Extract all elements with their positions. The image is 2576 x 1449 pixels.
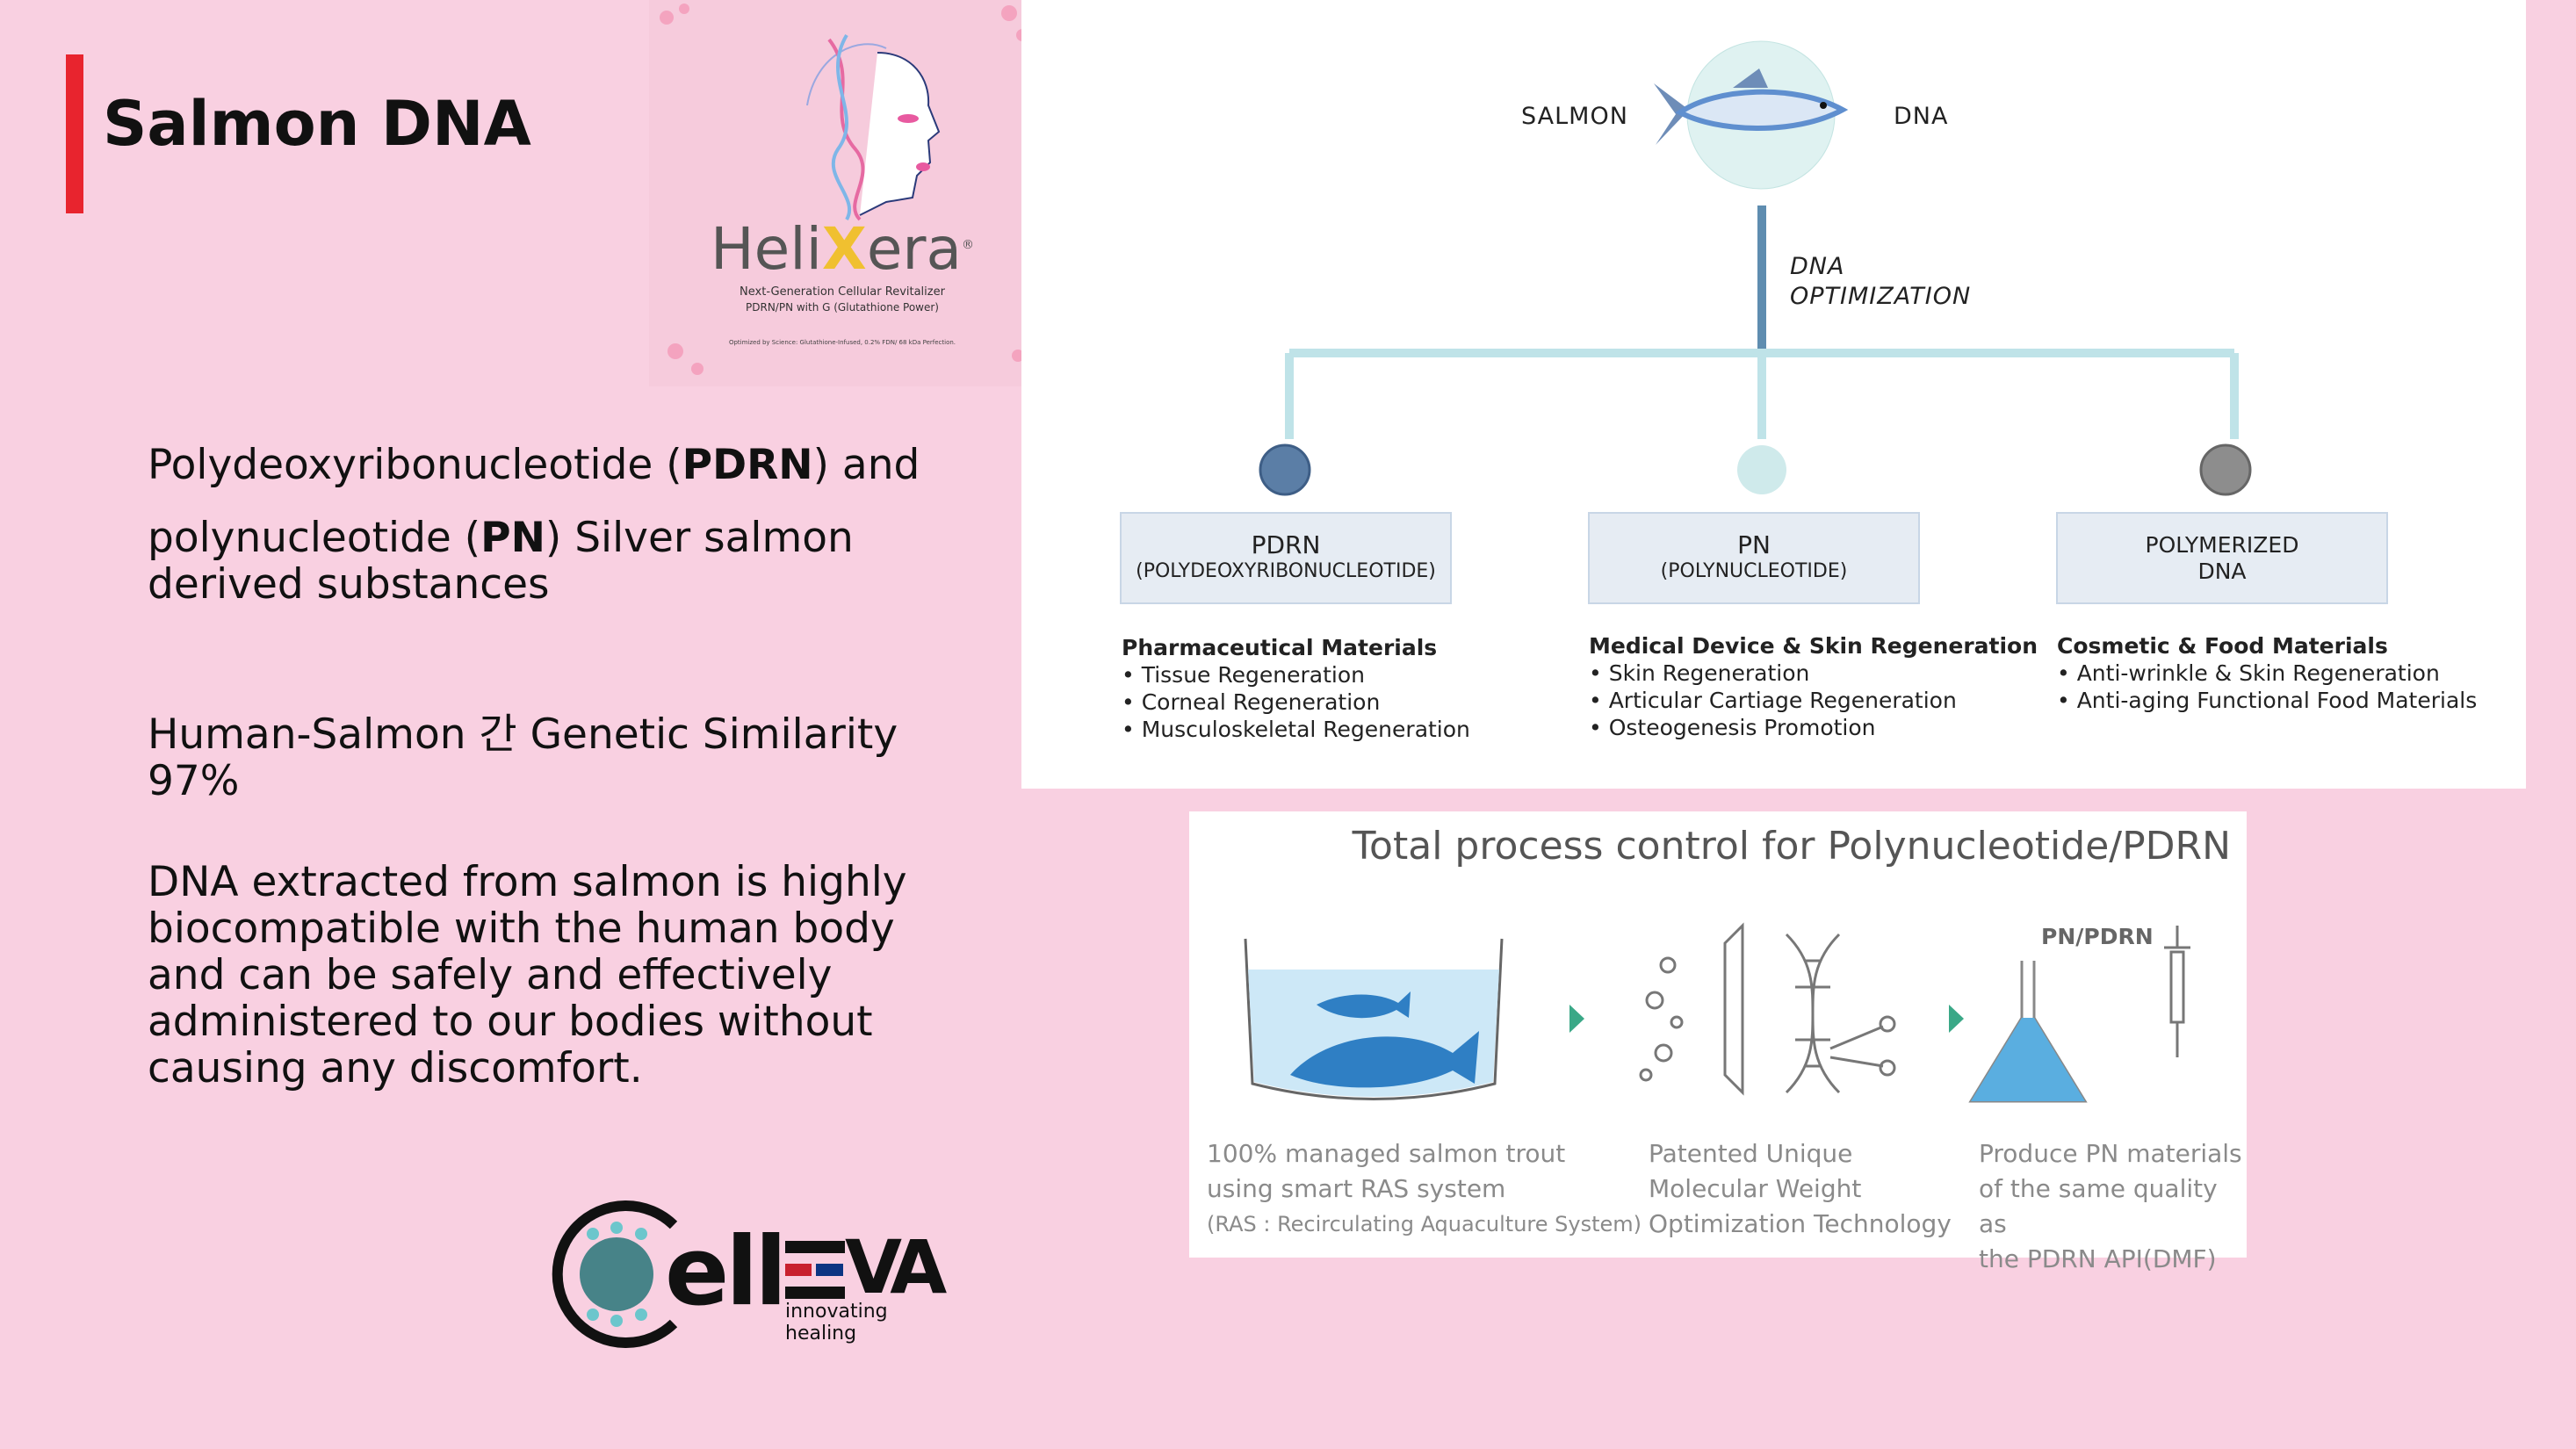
fish-tank-icon xyxy=(1244,938,1504,1100)
text: polynucleotide ( xyxy=(148,514,481,562)
process-graphics xyxy=(1244,922,2190,1103)
helixera-product-image: HeliXera® Next-Generation Cellular Revit… xyxy=(649,0,1035,386)
text: Polydeoxyribonucleotide ( xyxy=(148,441,682,489)
celleva-e-mark xyxy=(785,1241,845,1316)
text: ) and xyxy=(812,441,920,489)
celleva-logo: ell VA innovating healing xyxy=(542,1199,947,1350)
pn-node xyxy=(1737,445,1786,494)
pdrn-uses: Pharmaceutical Materials • Tissue Regene… xyxy=(1122,635,1470,742)
text-bold-pdrn: PDRN xyxy=(682,441,813,489)
flask-label: PN/PDRN xyxy=(2041,924,2154,949)
helixera-subtag: PDRN/PN with G (Glutathione Power) xyxy=(746,301,939,314)
dna-label: DNA xyxy=(1894,103,1949,130)
paragraph-pdrn-pn: Polydeoxyribonucleotide (PDRN) and polyn… xyxy=(148,442,991,608)
celleva-wordmark: ell xyxy=(665,1217,787,1327)
helixera-wordmark: HeliXera® xyxy=(711,215,974,283)
slide-title: Salmon DNA xyxy=(103,88,531,160)
pn-box: PN (POLYNUCLEOTIDE) xyxy=(1588,512,1920,604)
stem-line xyxy=(1757,205,1766,353)
step-caption-3: Produce PN materials of the same quality … xyxy=(1979,1139,2242,1273)
arrow-icon xyxy=(1949,1005,1964,1033)
process-control-panel: Total process control for Polynucleotide… xyxy=(1189,811,2247,1273)
pdrn-box: PDRN (POLYDEOXYRIBONUCLEOTIDE) xyxy=(1120,512,1452,604)
molecular-filter-icon xyxy=(1639,922,1896,1096)
celleva-va: VA xyxy=(845,1224,947,1310)
branch-lines xyxy=(1285,349,2239,439)
pn-uses: Medical Device & Skin Regeneration • Ski… xyxy=(1589,633,2038,740)
polymerized-uses: Cosmetic & Food Materials • Anti-wrinkle… xyxy=(2057,633,2478,713)
text-bold-pn: PN xyxy=(480,514,545,562)
paragraph-biocompatible: DNA extracted from salmon is highly bioc… xyxy=(148,858,907,1092)
dna-optimization-label: DNA OPTIMIZATION xyxy=(1790,253,1972,310)
pdrn-node xyxy=(1259,443,1311,496)
helixera-fineprint: Optimized by Science: Glutathione-Infuse… xyxy=(728,339,956,346)
salmon-label: SALMON xyxy=(1521,103,1628,130)
paragraph-similarity: Human-Salmon 간 Genetic Similarity 97% xyxy=(148,710,898,805)
helixera-tagline: Next-Generation Cellular Revitalizer xyxy=(740,285,945,299)
process-title: Total process control for Polynucleotide… xyxy=(1352,824,2231,869)
flask-icon xyxy=(1968,961,2088,1103)
step-caption-1: 100% managed salmon trout using smart RAS… xyxy=(1207,1139,1642,1236)
arrow-icon xyxy=(1569,1005,1584,1033)
title-accent-bar xyxy=(66,54,83,213)
woman-dna-illustration xyxy=(660,4,1028,375)
text: ) Silver salmon derived substances xyxy=(148,514,854,609)
polymerized-dna-box: POLYMERIZED DNA xyxy=(2056,512,2388,604)
step-caption-2: Patented Unique Molecular Weight Optimizat… xyxy=(1649,1139,1952,1238)
diagram-graphics xyxy=(1259,40,2252,496)
salmon-dna-diagram: SALMON DNA DNA OPTIMIZATION PDRN (POLYDEOX… xyxy=(1021,0,2526,789)
celleva-c-mark xyxy=(552,1200,678,1348)
salmon-icon xyxy=(1654,68,1849,145)
celleva-tagline: innovating healing xyxy=(785,1301,888,1344)
polymerized-node xyxy=(2199,443,2252,496)
syringe-icon xyxy=(2164,926,2190,1057)
